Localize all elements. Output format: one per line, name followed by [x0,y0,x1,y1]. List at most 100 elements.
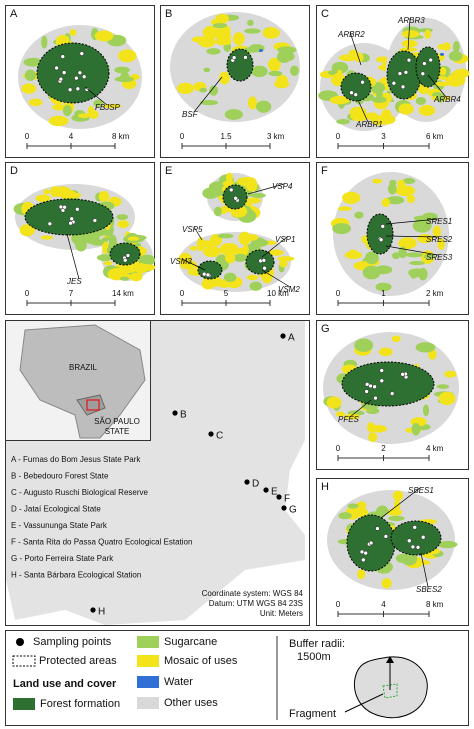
land-patch [437,540,458,549]
scale-label: 0 [336,444,341,453]
land-patch [249,281,262,291]
land-patch [52,104,67,111]
sampling-point [372,384,377,389]
sampling-point [75,86,81,92]
panel-letter: G [321,323,330,335]
key-item: H - Santa Bárbara Ecological Station [11,571,141,580]
legend-label: Forest formation [40,698,120,710]
scale-label: 10 km [267,289,289,298]
land-patch [385,196,405,205]
land-patch [255,100,272,113]
panel-letter: H [321,481,329,493]
panel-letter: C [321,8,329,20]
sampling-point [201,271,207,277]
sampling-point [81,74,87,80]
land-patch [224,109,243,120]
scale-label: 0 [180,132,185,141]
land-patch [233,32,245,46]
key-item: A - Furnas do Bom Jesus State Park [11,455,141,464]
land-patch [375,56,390,63]
land-patch [247,19,254,26]
sampling-point [261,258,267,263]
panel-letter: F [321,165,328,177]
scale-label: 14 km [112,289,134,298]
forest [226,48,254,82]
sampling-point [58,76,64,82]
leader-line [407,17,411,51]
land-patch [93,99,104,108]
sampling-point [79,51,85,56]
land-patch [206,48,221,55]
leader-line [420,552,429,588]
scale-label: 4 [69,132,74,141]
sampling-point [407,538,412,544]
land-patch [268,57,281,72]
land-patch [372,178,383,184]
panel: H SBES1 SBES2 0 4 8 km [316,478,469,626]
sampling-point [205,272,211,278]
forest [24,198,114,236]
sampling-point [379,368,384,373]
legend-label: Water [164,676,193,688]
land-patch [398,237,417,250]
scale-label: 0 [336,132,341,141]
sampling-point [378,237,384,242]
panel: E VSP4 VSP5 VSP1 VSM3 VSM2 0 5 10 km [160,162,310,315]
land-patch [354,52,364,63]
land-patch [244,28,261,34]
land-patch [61,192,82,199]
legend-label: Mosaic of uses [164,655,238,667]
land-patch [71,232,88,245]
sampling-point [243,55,248,60]
site-point-label: B [180,410,187,421]
land-patch [246,180,258,192]
land-patch [435,81,451,87]
sampling-point [77,70,83,76]
land-patch [277,256,295,262]
land-patch [78,113,91,119]
land-patch [370,425,388,433]
land-patch [401,39,418,48]
leader-line [193,226,203,241]
buffer-label: Buffer radii: [289,638,345,650]
sampling-point [75,207,80,212]
land-patch [203,67,211,73]
land-patch [380,115,389,123]
leader-line [349,399,372,418]
land-patch [354,338,374,352]
sampling-point [412,525,417,530]
land-patch [41,35,48,49]
scale-label: 8 km [112,132,130,141]
sampling-point [92,218,98,223]
land-patch [198,240,216,248]
land-patch [395,553,410,563]
land-patch [139,254,156,266]
land-patch [422,212,438,221]
land-patch [344,413,360,420]
land-patch [415,342,436,353]
sampling-point [233,196,238,201]
land-patch [219,243,239,256]
site-label: VSP1 [275,235,295,244]
land-patch [242,244,249,255]
land-patch [69,29,77,36]
scale-label: 8 km [426,600,444,609]
legend-swatch [13,698,35,710]
land-patch [354,507,369,518]
water-patch [259,49,263,52]
site-point [276,494,282,500]
land-patch [233,253,248,262]
land-patch [96,254,113,262]
land-patch [423,253,436,260]
sampling-point [54,65,59,71]
land-patch [388,515,405,522]
site-label: ARBR2 [337,30,365,39]
leader-line [385,235,439,238]
land-patch [21,83,37,94]
land-patch [222,180,233,187]
key-item: D - Jataí Ecological State [11,505,101,514]
forest [386,50,422,100]
land-patch [338,54,357,62]
land-patch [347,503,359,509]
sampling-point [122,257,128,263]
